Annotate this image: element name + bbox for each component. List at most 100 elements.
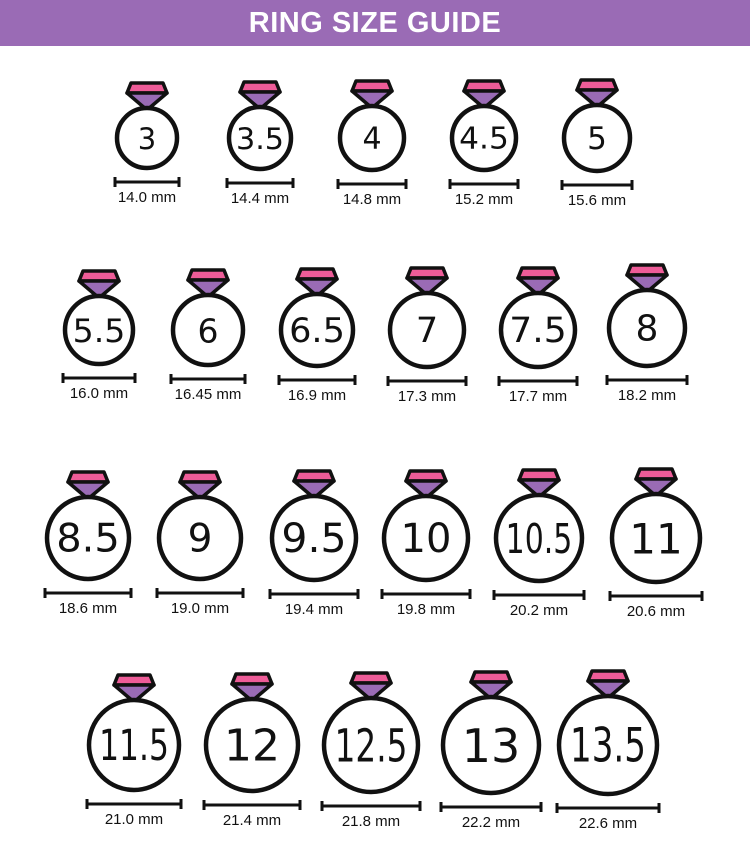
- diameter-label: 22.2 mm: [462, 814, 520, 831]
- measure-bar: [113, 177, 181, 187]
- ring-circle: [440, 694, 542, 796]
- gem-icon: [586, 669, 630, 700]
- page-title: RING SIZE GUIDE: [248, 6, 502, 39]
- ring-size-label: 12: [224, 721, 280, 772]
- diameter-label: 18.2 mm: [618, 387, 676, 404]
- ring-8: 8 18.2 mm: [605, 263, 689, 404]
- measure-bar: [169, 374, 247, 384]
- ring-4: 4 14.8 mm: [336, 79, 408, 208]
- measure-bar: [61, 373, 137, 383]
- ring-size-label: 9.5: [281, 516, 346, 562]
- measure-bar: [277, 375, 357, 385]
- ring-12: 12 21.4 mm: [202, 672, 302, 829]
- ring-circle: [269, 493, 359, 583]
- gem-icon: [125, 81, 169, 112]
- gem-icon: [575, 78, 619, 109]
- ring-size-label: 7.5: [509, 311, 566, 351]
- diameter-label: 16.45 mm: [175, 386, 242, 403]
- ring-9-5: 9.5 19.4 mm: [268, 469, 360, 618]
- ring-7: 7 17.3 mm: [386, 266, 468, 405]
- gem-icon: [112, 673, 156, 704]
- ring-circle: [321, 695, 421, 795]
- ring-size-label: 6: [198, 312, 219, 351]
- ring-circle: [609, 491, 703, 585]
- ring-10-5: 10.5 20.2 mm: [492, 468, 586, 619]
- ring-circle: [561, 102, 633, 174]
- ring-size-label: 3.5: [236, 122, 284, 156]
- ring-circle: [493, 492, 585, 584]
- ring-size-label: 12.5: [335, 720, 408, 773]
- measure-bar: [380, 589, 472, 599]
- diameter-label: 16.0 mm: [70, 385, 128, 402]
- diameter-label: 17.7 mm: [509, 388, 567, 405]
- gem-icon: [517, 468, 561, 499]
- diameter-label: 15.2 mm: [455, 191, 513, 208]
- gem-icon: [292, 469, 336, 500]
- ring-size-label: 11: [629, 515, 682, 564]
- ring-5: 5 15.6 mm: [560, 78, 634, 209]
- gem-icon: [404, 469, 448, 500]
- measure-bar: [386, 376, 468, 386]
- ring-circle: [44, 494, 132, 582]
- gem-icon: [186, 268, 230, 299]
- ring-11: 11 20.6 mm: [608, 467, 704, 620]
- gem-icon: [77, 269, 121, 300]
- ring-circle: [156, 494, 244, 582]
- ring-size-label: 5: [587, 121, 607, 157]
- ring-size-label: 8.5: [56, 517, 120, 562]
- measure-bar: [439, 802, 543, 812]
- measure-bar: [225, 178, 295, 188]
- ring-6-5: 6.5 16.9 mm: [277, 267, 357, 404]
- measure-bar: [448, 179, 520, 189]
- gem-icon: [469, 670, 513, 701]
- gem-icon: [625, 263, 669, 294]
- diameter-label: 21.4 mm: [223, 812, 281, 829]
- measure-bar: [605, 375, 689, 385]
- measure-bar: [608, 591, 704, 601]
- ring-circle: [203, 696, 301, 794]
- diameter-label: 16.9 mm: [288, 387, 346, 404]
- ring-size-label: 3: [138, 122, 156, 156]
- gem-icon: [634, 467, 678, 498]
- measure-bar: [497, 376, 579, 386]
- measure-bar: [85, 799, 183, 809]
- ring-size-label: 5.5: [73, 312, 126, 350]
- ring-10: 10 19.8 mm: [380, 469, 472, 618]
- ring-circle: [556, 693, 660, 797]
- gem-icon: [349, 671, 393, 702]
- gem-icon: [516, 266, 560, 297]
- diameter-label: 14.8 mm: [343, 191, 401, 208]
- header-banner: RING SIZE GUIDE: [0, 0, 750, 46]
- ring-13-5: 13.5 22.6 mm: [555, 669, 661, 832]
- measure-bar: [336, 179, 408, 189]
- ring-size-label: 11.5: [99, 721, 169, 771]
- diameter-label: 14.4 mm: [231, 190, 289, 207]
- measure-bar: [555, 803, 661, 813]
- measure-bar: [155, 588, 245, 598]
- ring-circle: [606, 287, 688, 369]
- diameter-label: 17.3 mm: [398, 388, 456, 405]
- ring-size-label: 10.5: [506, 515, 573, 563]
- ring-size-label: 13: [462, 719, 521, 773]
- ring-5-5: 5.5 16.0 mm: [61, 269, 137, 402]
- ring-size-label: 4: [362, 122, 381, 157]
- ring-size-label: 10: [401, 516, 452, 562]
- ring-circle: [278, 291, 356, 369]
- ring-13: 13 22.2 mm: [439, 670, 543, 831]
- measure-bar: [560, 180, 634, 190]
- ring-3: 3 14.0 mm: [113, 81, 181, 206]
- ring-circle: [498, 290, 578, 370]
- measure-bar: [268, 589, 360, 599]
- diameter-label: 20.2 mm: [510, 602, 568, 619]
- ring-circle: [381, 493, 471, 583]
- gem-icon: [178, 470, 222, 501]
- gem-icon: [230, 672, 274, 703]
- diameter-label: 19.0 mm: [171, 600, 229, 617]
- measure-bar: [492, 590, 586, 600]
- ring-size-label: 6.5: [289, 311, 345, 351]
- diameter-label: 22.6 mm: [579, 815, 637, 832]
- diameter-label: 15.6 mm: [568, 192, 626, 209]
- diameter-label: 20.6 mm: [627, 603, 685, 620]
- ring-circle: [114, 105, 180, 171]
- ring-4-5: 4.5 15.2 mm: [448, 79, 520, 208]
